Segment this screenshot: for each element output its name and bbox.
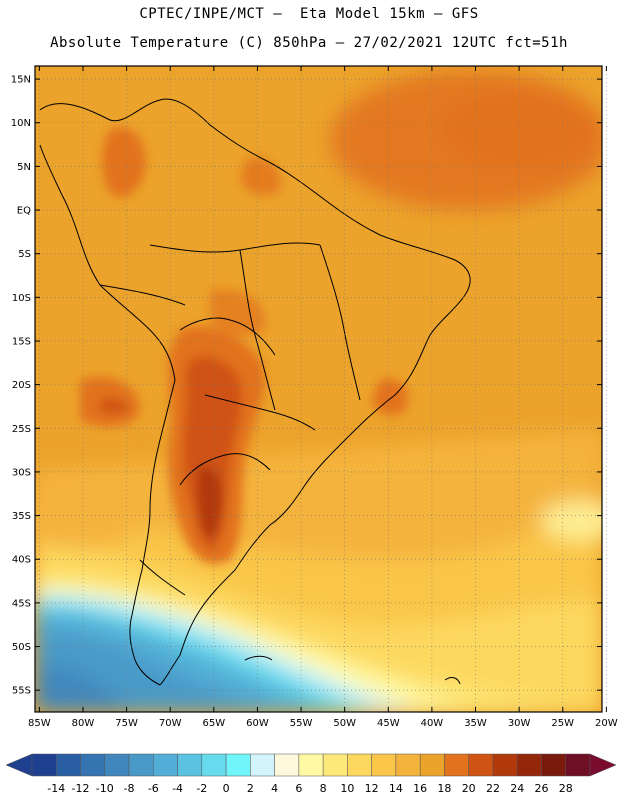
- colorbar-label: -4: [172, 782, 183, 795]
- lat-label: EQ: [17, 206, 31, 217]
- colorbar-label: 28: [559, 782, 573, 795]
- lat-label: 50S: [12, 642, 31, 653]
- colorbar-swatch: [395, 753, 421, 777]
- colorbar-swatch: [201, 753, 227, 777]
- border-1: [179, 317, 276, 356]
- longitude-axis: 85W 80W 75W 70W 65W 60W 55W 50W 45W 40W 35W 30W 25W 2…: [28, 66, 618, 729]
- colorbar-label: 24: [510, 782, 524, 795]
- lon-label: 45W: [377, 718, 400, 729]
- coast-west: [39, 144, 176, 686]
- colorbar-swatch: [347, 753, 372, 777]
- lon-label: 75W: [115, 718, 138, 729]
- colorbar-label: 8: [320, 782, 327, 795]
- colorbar-label: 22: [486, 782, 500, 795]
- lat-label: 55S: [12, 686, 31, 697]
- colorbar-swatch: [444, 753, 469, 777]
- lon-label: 35W: [464, 718, 487, 729]
- colorbar-swatch: [468, 753, 494, 777]
- colorbar-label: -6: [148, 782, 159, 795]
- colorbar-swatch: [250, 753, 275, 777]
- coast-east: [39, 98, 471, 686]
- colorbar-arrow-right: [589, 753, 617, 777]
- lat-label: 10S: [12, 293, 31, 304]
- colorbar-label: -14: [47, 782, 65, 795]
- colorbar-label: 26: [534, 782, 548, 795]
- coastlines: [39, 98, 471, 686]
- colorbar-swatch: [322, 753, 348, 777]
- colorbar-swatch: [274, 753, 300, 777]
- lat-label: 25S: [12, 424, 31, 435]
- lon-label: 50W: [333, 718, 356, 729]
- lat-label: 15N: [11, 75, 31, 86]
- lat-label: 30S: [12, 467, 31, 478]
- colorbar-label: -12: [72, 782, 90, 795]
- lon-label: 70W: [159, 718, 182, 729]
- border-8: [139, 559, 186, 596]
- lat-label: 40S: [12, 555, 31, 566]
- border-4: [239, 249, 276, 411]
- graticule: [35, 66, 607, 712]
- lon-label: 60W: [246, 718, 269, 729]
- lat-label: 45S: [12, 598, 31, 609]
- colorbar-swatch: [371, 753, 397, 777]
- lat-label: 35S: [12, 511, 31, 522]
- border-7: [179, 453, 271, 486]
- colorbar-label: 6: [295, 782, 302, 795]
- field-continent-heat: [80, 127, 409, 564]
- colorbar-swatch: [541, 753, 566, 777]
- lon-label: 30W: [508, 718, 531, 729]
- border-6: [99, 284, 186, 306]
- colorbar-label: -8: [124, 782, 135, 795]
- lon-label: 55W: [290, 718, 313, 729]
- colorbar-swatch: [31, 753, 57, 777]
- colorbar-label: 20: [462, 782, 476, 795]
- temperature-field: [35, 66, 602, 712]
- latitude-axis: 15N 10N 5N EQ 5S 10S 15S 20S 25S 30S 35S 40S 45S 50S 5…: [11, 75, 602, 697]
- colorbar-swatch: [225, 753, 251, 777]
- colorbar-label: 0: [223, 782, 230, 795]
- lat-label: 5N: [17, 162, 31, 173]
- colorbar-label: 2: [247, 782, 254, 795]
- island-1: [244, 655, 273, 661]
- colorbar-label: 14: [389, 782, 403, 795]
- lon-label: 85W: [28, 718, 51, 729]
- lat-label: 5S: [18, 249, 31, 260]
- lat-label: 10N: [11, 118, 31, 129]
- chart-title-line2: Absolute Temperature (C) 850hPa – 27/02/…: [50, 35, 568, 51]
- colorbar-swatch: [128, 753, 154, 777]
- lon-label: 40W: [421, 718, 444, 729]
- colorbar-swatch: [419, 753, 445, 777]
- colorbar-label: 10: [340, 782, 354, 795]
- colorbar-swatch: [565, 753, 591, 777]
- colorbar-swatch: [298, 753, 324, 777]
- lon-label: 25W: [551, 718, 574, 729]
- colorbar-label: -10: [96, 782, 114, 795]
- lat-label: 15S: [12, 336, 31, 347]
- colorbar-label: 16: [413, 782, 427, 795]
- colorbar-label: 18: [437, 782, 451, 795]
- colorbar-swatch: [492, 753, 518, 777]
- lon-label: 65W: [203, 718, 226, 729]
- colorbar-swatch: [516, 753, 542, 777]
- colorbar: -14 -12 -10 -8 -6 -4 -2 0 2 4 6 8 10 12 14 16 18 20 22 24 26…: [5, 753, 617, 795]
- island-2: [444, 676, 461, 685]
- lon-label: 80W: [72, 718, 95, 729]
- lat-label: 20S: [12, 380, 31, 391]
- border-5: [319, 244, 361, 401]
- chart-title-line1: CPTEC/INPE/MCT – Eta Model 15km – GFS: [139, 6, 479, 22]
- lon-label: 20W: [595, 718, 618, 729]
- colorbar-arrow-left: [5, 753, 33, 777]
- colorbar-swatch: [80, 753, 106, 777]
- colorbar-swatch: [177, 753, 203, 777]
- border-3: [204, 394, 316, 431]
- colorbar-swatch: [153, 753, 178, 777]
- colorbar-label: 12: [365, 782, 379, 795]
- colorbar-label: -2: [196, 782, 207, 795]
- colorbar-label: 4: [271, 782, 278, 795]
- colorbar-swatch: [56, 753, 81, 777]
- colorbar-swatch: [104, 753, 130, 777]
- map-frame: [34, 65, 603, 713]
